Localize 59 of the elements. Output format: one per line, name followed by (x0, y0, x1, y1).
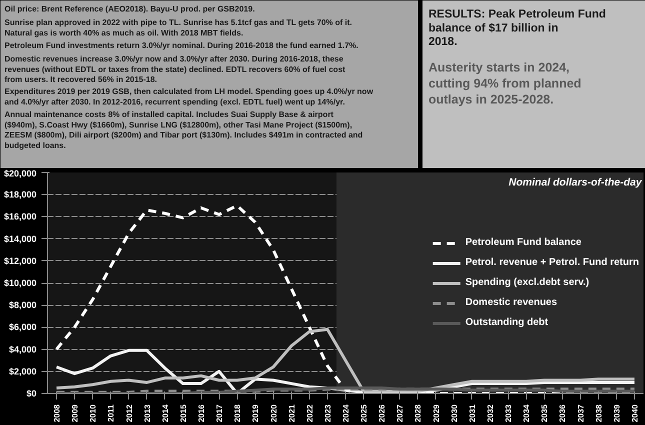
y-tick-label: $10,000 (4, 278, 37, 288)
text: RESULTS: Peak Petroleum Fund balance of $17 billion in 2018. (428, 8, 606, 48)
y-tick-label: $16,000 (4, 212, 37, 222)
text: Oil price: Brent Reference (AEO2018). Bayu-U prod. per GSB2019. (4, 4, 255, 14)
y-tick-label: $0 (26, 388, 37, 398)
x-tick-label: 2015 (178, 404, 188, 422)
x-tick-label: 2022 (305, 404, 314, 422)
x-tick-label: 2014 (160, 404, 170, 422)
x-tick-label: 2027 (396, 404, 405, 422)
y-tick-label: $18,000 (4, 190, 37, 200)
x-tick-label: 2040 (630, 404, 640, 422)
x-tick-label: 2023 (323, 404, 332, 422)
text: Domestic revenues increase 3.0%/yr now and 3.0%/yr after 2030. During 2016-2018, these revenues (without EDTL or taxes from the state) declined. EDTL recovers 60% of fuel cost from users. It recovered 56% in 2015-18. (4, 54, 346, 84)
y-tick-label: $20,000 (4, 168, 37, 178)
legend-label: Petroleum Fund balance (465, 237, 582, 248)
text: Petroleum Fund investments return 3.0%/yr nominal. During 2016-2018 the fund earned 1.7%. (4, 41, 358, 50)
text: Expenditures 2019 per 2019 GSB, then calculated from LH model. Spending goes up 4.0%/yr now and 4.0%/yr after 2030. In 2012-2016, recurrent spending (excl. EDTL fuel) went up 14%/yr. (4, 87, 374, 106)
x-tick-label: 2029 (432, 404, 441, 422)
y-tick-label: $8,000 (8, 300, 37, 310)
x-tick-label: 2031 (468, 404, 477, 422)
x-tick-label: 2008 (52, 404, 62, 422)
x-tick-label: 2021 (287, 404, 296, 422)
x-tick-label: 2035 (540, 404, 550, 422)
annotation: Nominal dollars-of-the-day (508, 176, 643, 188)
x-tick-label: 2016 (197, 404, 206, 422)
x-tick-label: 2011 (106, 404, 116, 422)
legend-label: Spending (excl.debt serv.) (465, 277, 590, 288)
y-tick-label: $12,000 (4, 256, 37, 266)
y-tick-label: $2,000 (8, 366, 37, 376)
x-tick-label: 2032 (486, 404, 495, 422)
text: Austerity starts in 2024, cutting 94% from planned outlays in 2025-2028. (428, 60, 582, 107)
x-tick-label: 2010 (88, 404, 98, 422)
text: Annual maintenance costs 8% of installed capital. Includes Suai Supply Base & airport ($940m), S.Coast Hwy ($1660m), Sunrise LNG ($12800m), other Tasi Mane Project ($1500m), ZEESM ($800m), Dili airport ($200m) and Tibar port ($130m). Includes $491m in contracted and budgeted loans. (4, 110, 363, 150)
x-tick-label: 2026 (378, 404, 387, 422)
x-tick-label: 2019 (251, 404, 260, 422)
x-tick-label: 2038 (594, 404, 604, 422)
x-tick-label: 2033 (504, 404, 514, 422)
x-tick-label: 2009 (70, 404, 80, 422)
y-tick-label: $4,000 (8, 344, 37, 354)
x-tick-label: 2025 (360, 404, 369, 422)
text: Sunrise plan approved in 2022 with pipe to TL. Sunrise has 5.1tcf gas and TL gets 70% of it. Natural gas is worth 40% as much as oil. With 2018 MBT fields. (4, 18, 352, 38)
legend-label: Petrol. revenue + Petrol. Fund return (465, 257, 639, 268)
x-tick-label: 2012 (124, 404, 134, 422)
x-tick-label: 2034 (522, 404, 532, 422)
x-tick-label: 2028 (414, 404, 423, 422)
x-tick-label: 2018 (233, 404, 242, 422)
y-tick-label: $6,000 (8, 322, 37, 332)
x-tick-label: 2020 (269, 404, 278, 422)
x-tick-label: 2036 (558, 404, 568, 422)
legend-label: Domestic revenues (465, 297, 558, 308)
x-tick-label: 2039 (612, 404, 622, 422)
y-tick-label: $14,000 (4, 234, 37, 244)
legend-label: Outstanding debt (465, 317, 548, 328)
x-tick-label: 2024 (342, 404, 350, 422)
x-tick-label: 2017 (215, 404, 224, 422)
line-series (55, 328, 636, 393)
x-tick-label: 2013 (142, 404, 152, 422)
x-tick-label: 2030 (450, 404, 459, 422)
x-tick-label: 2037 (576, 404, 586, 422)
